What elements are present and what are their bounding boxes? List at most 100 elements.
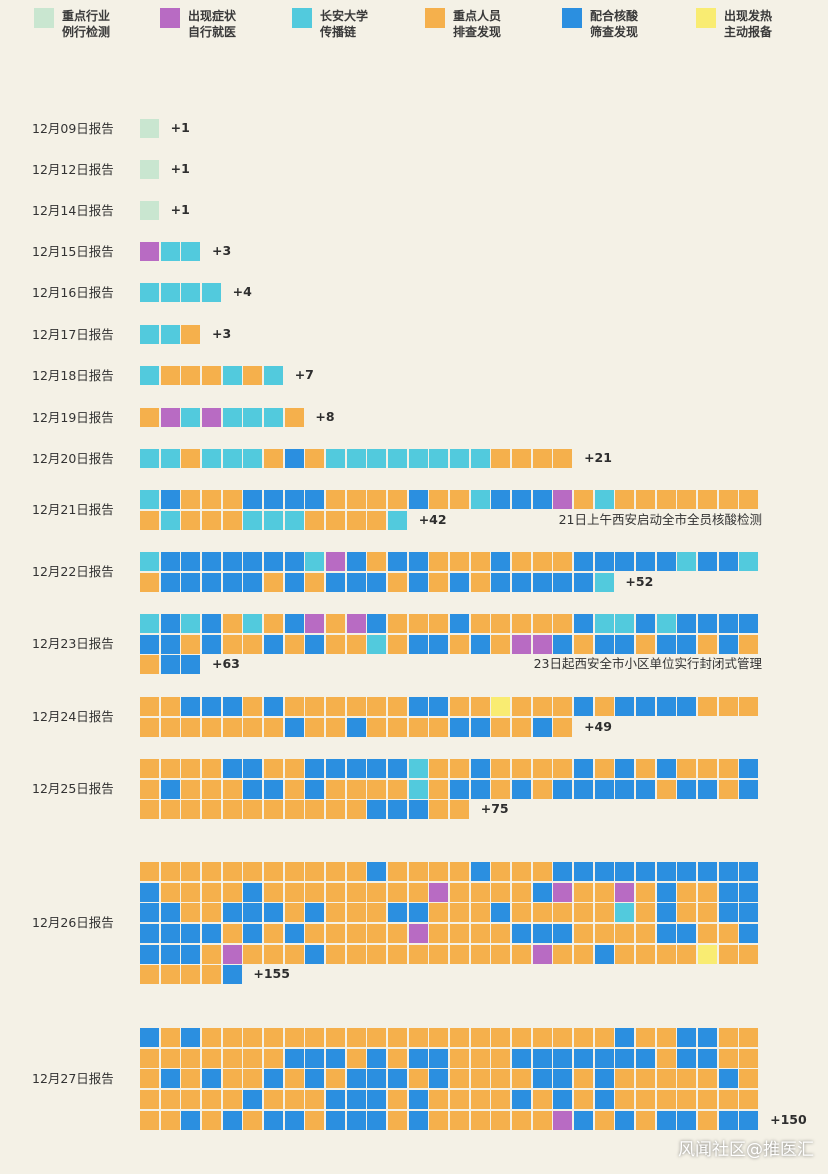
case-cell bbox=[305, 572, 325, 592]
case-cell bbox=[718, 490, 738, 509]
legend-swatch bbox=[160, 8, 180, 28]
case-cell bbox=[615, 614, 635, 633]
case-cell bbox=[160, 1110, 180, 1130]
case-cell bbox=[491, 697, 511, 716]
case-cell bbox=[470, 882, 490, 902]
case-cell bbox=[346, 1048, 366, 1068]
case-cell bbox=[656, 1090, 676, 1109]
case-cell bbox=[677, 1069, 697, 1089]
case-cell bbox=[615, 1090, 635, 1109]
case-cell bbox=[305, 449, 325, 468]
case-cell bbox=[326, 862, 346, 881]
case-cell bbox=[160, 862, 180, 881]
case-cell bbox=[656, 759, 676, 778]
case-cell bbox=[677, 552, 697, 571]
case-cell bbox=[677, 944, 697, 964]
case-cell bbox=[140, 325, 159, 344]
case-cell bbox=[243, 634, 263, 654]
case-cell bbox=[532, 697, 552, 716]
case-cell bbox=[181, 510, 201, 530]
case-cell bbox=[305, 862, 325, 881]
case-cell bbox=[305, 634, 325, 654]
case-cell bbox=[202, 903, 221, 923]
legend-swatch bbox=[696, 8, 716, 28]
case-cell bbox=[594, 759, 614, 778]
case-cell bbox=[305, 882, 325, 902]
case-cell bbox=[222, 717, 242, 737]
case-cell bbox=[181, 944, 201, 964]
case-cell bbox=[264, 882, 284, 902]
case-cell bbox=[326, 697, 346, 716]
case-cell bbox=[739, 1110, 759, 1130]
case-cell bbox=[594, 903, 614, 923]
case-cell bbox=[450, 903, 470, 923]
case-cell bbox=[181, 242, 201, 261]
case-cell bbox=[243, 882, 263, 902]
case-cell bbox=[429, 634, 449, 654]
case-cell bbox=[429, 1028, 449, 1047]
legend-label-line: 主动报备 bbox=[724, 25, 773, 39]
legend-item: 重点行业 例行检测 bbox=[34, 8, 110, 40]
case-cell bbox=[140, 614, 159, 633]
case-cell bbox=[553, 490, 573, 509]
case-cell bbox=[512, 552, 532, 571]
case-cell bbox=[222, 944, 242, 964]
case-cell bbox=[574, 1110, 594, 1130]
case-cell bbox=[491, 490, 511, 509]
case-cell bbox=[450, 1090, 470, 1109]
case-cell bbox=[739, 924, 759, 943]
row-label: 12月18日报告 bbox=[32, 367, 114, 383]
case-cell bbox=[491, 944, 511, 964]
case-cell bbox=[264, 634, 284, 654]
case-cell bbox=[243, 862, 263, 881]
case-cell bbox=[326, 449, 346, 468]
case-cell bbox=[491, 862, 511, 881]
case-cell bbox=[264, 449, 284, 468]
case-cell bbox=[140, 408, 159, 427]
case-cell bbox=[532, 944, 552, 964]
case-cell bbox=[160, 1048, 180, 1068]
case-cell bbox=[367, 490, 387, 509]
case-cell bbox=[388, 717, 408, 737]
case-cell bbox=[243, 800, 263, 820]
case-cell bbox=[181, 449, 201, 468]
case-cell bbox=[181, 882, 201, 902]
case-cell bbox=[388, 449, 408, 468]
case-cell bbox=[491, 759, 511, 778]
case-cell bbox=[140, 697, 159, 716]
case-cell bbox=[429, 552, 449, 571]
case-cell bbox=[326, 614, 346, 633]
case-cell bbox=[574, 862, 594, 881]
case-cell bbox=[408, 697, 428, 716]
case-cell bbox=[450, 697, 470, 716]
case-cell bbox=[718, 1090, 738, 1109]
case-cell bbox=[429, 1090, 449, 1109]
case-cell bbox=[181, 759, 201, 778]
case-cell bbox=[264, 779, 284, 799]
case-cell bbox=[450, 449, 470, 468]
case-cell bbox=[718, 924, 738, 943]
case-cell bbox=[367, 510, 387, 530]
case-cell bbox=[181, 903, 201, 923]
case-cell bbox=[202, 614, 221, 633]
case-cell bbox=[656, 1069, 676, 1089]
case-cell bbox=[594, 924, 614, 943]
case-cell bbox=[160, 800, 180, 820]
case-cell bbox=[512, 490, 532, 509]
case-cell bbox=[450, 800, 470, 820]
case-cell bbox=[243, 572, 263, 592]
case-cell bbox=[202, 1110, 221, 1130]
case-cell bbox=[326, 1090, 346, 1109]
row-count: +3 bbox=[212, 243, 232, 258]
case-cell bbox=[408, 779, 428, 799]
case-cell bbox=[698, 614, 718, 633]
case-cell bbox=[326, 800, 346, 820]
case-cell bbox=[181, 1028, 201, 1047]
case-cell bbox=[140, 717, 159, 737]
case-cell bbox=[636, 944, 656, 964]
case-cell bbox=[284, 490, 304, 509]
case-cell bbox=[367, 697, 387, 716]
case-cell bbox=[429, 924, 449, 943]
annotation: 21日上午西安启动全市全员核酸检测 bbox=[558, 511, 762, 527]
case-cell bbox=[181, 1069, 201, 1089]
